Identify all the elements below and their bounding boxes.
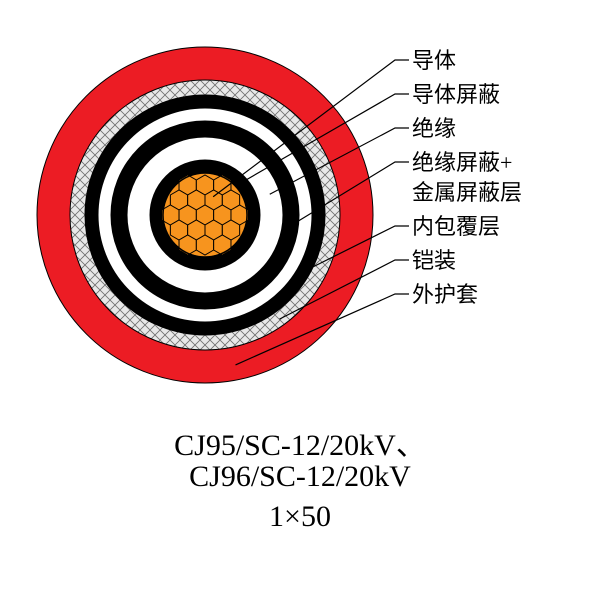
svg-text:绝缘屏蔽+: 绝缘屏蔽+ [412,150,512,175]
caption-line2: CJ96/SC-12/20kV [0,460,600,494]
caption-line1: CJ95/SC-12/20kV、 [0,420,600,464]
svg-text:铠装: 铠装 [412,248,456,273]
svg-text:金属屏蔽层: 金属屏蔽层 [412,180,522,205]
svg-text:导体: 导体 [412,48,456,73]
diagram-container: 导体导体屏蔽绝缘绝缘屏蔽+ 金属屏蔽层内包覆层铠装外护套 CJ95/SC-12/2… [0,0,600,600]
svg-text:绝缘: 绝缘 [412,116,456,141]
caption-line3: 1×50 [0,500,600,534]
svg-text:外护套: 外护套 [412,282,478,307]
svg-text:内包覆层: 内包覆层 [412,214,500,239]
svg-text:导体屏蔽: 导体屏蔽 [412,82,500,107]
